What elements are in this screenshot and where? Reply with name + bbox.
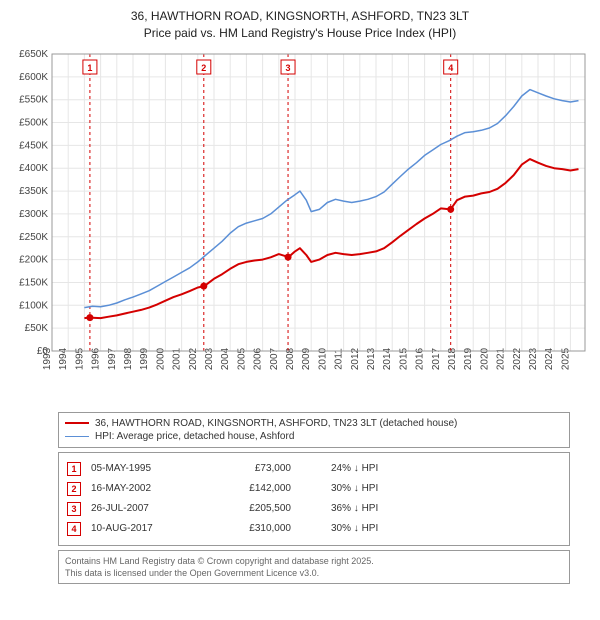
sale-date: 16-MAY-2002: [91, 483, 191, 494]
footer-line-1: Contains HM Land Registry data © Crown c…: [65, 555, 563, 567]
sale-date: 05-MAY-1995: [91, 463, 191, 474]
svg-text:£250K: £250K: [19, 231, 48, 242]
sale-marker-2: 2: [67, 482, 81, 496]
sale-diff: 30% ↓ HPI: [301, 483, 411, 494]
legend-label-hpi: HPI: Average price, detached house, Ashf…: [95, 431, 294, 442]
table-row: 3 26-JUL-2007 £205,500 36% ↓ HPI: [67, 499, 561, 519]
sale-diff: 30% ↓ HPI: [301, 523, 411, 534]
svg-text:2: 2: [201, 63, 206, 73]
svg-text:£50K: £50K: [25, 323, 49, 334]
legend-swatch-property: [65, 422, 89, 424]
svg-text:£200K: £200K: [19, 254, 48, 265]
chart-container: 36, HAWTHORN ROAD, KINGSNORTH, ASHFORD, …: [0, 0, 600, 590]
legend-item-property: 36, HAWTHORN ROAD, KINGSNORTH, ASHFORD, …: [65, 417, 563, 430]
sale-price: £73,000: [201, 463, 291, 474]
svg-text:£500K: £500K: [19, 117, 48, 128]
table-row: 1 05-MAY-1995 £73,000 24% ↓ HPI: [67, 459, 561, 479]
footer-line-2: This data is licensed under the Open Gov…: [65, 567, 563, 579]
legend-swatch-hpi: [65, 436, 89, 437]
sale-marker-1: 1: [67, 462, 81, 476]
svg-text:£100K: £100K: [19, 300, 48, 311]
title-line-2: Price paid vs. HM Land Registry's House …: [10, 25, 590, 42]
chart-svg: £0£50K£100K£150K£200K£250K£300K£350K£400…: [10, 46, 590, 406]
sale-date: 10-AUG-2017: [91, 523, 191, 534]
title-line-1: 36, HAWTHORN ROAD, KINGSNORTH, ASHFORD, …: [10, 8, 590, 25]
svg-text:£650K: £650K: [19, 49, 48, 60]
sale-diff: 24% ↓ HPI: [301, 463, 411, 474]
chart-plot: £0£50K£100K£150K£200K£250K£300K£350K£400…: [10, 46, 590, 406]
sale-marker-3: 3: [67, 502, 81, 516]
sale-marker-4: 4: [67, 522, 81, 536]
svg-text:£400K: £400K: [19, 163, 48, 174]
svg-text:4: 4: [448, 63, 453, 73]
svg-text:£550K: £550K: [19, 94, 48, 105]
legend-label-property: 36, HAWTHORN ROAD, KINGSNORTH, ASHFORD, …: [95, 418, 457, 429]
footer: Contains HM Land Registry data © Crown c…: [58, 550, 570, 584]
title-block: 36, HAWTHORN ROAD, KINGSNORTH, ASHFORD, …: [10, 8, 590, 42]
sale-price: £142,000: [201, 483, 291, 494]
sales-table: 1 05-MAY-1995 £73,000 24% ↓ HPI 2 16-MAY…: [58, 452, 570, 546]
svg-text:1: 1: [87, 63, 92, 73]
sale-date: 26-JUL-2007: [91, 503, 191, 514]
svg-text:£150K: £150K: [19, 277, 48, 288]
svg-text:£600K: £600K: [19, 71, 48, 82]
table-row: 4 10-AUG-2017 £310,000 30% ↓ HPI: [67, 519, 561, 539]
svg-text:£450K: £450K: [19, 140, 48, 151]
svg-text:£300K: £300K: [19, 209, 48, 220]
legend-item-hpi: HPI: Average price, detached house, Ashf…: [65, 430, 563, 443]
svg-text:1993: 1993: [42, 347, 53, 370]
table-row: 2 16-MAY-2002 £142,000 30% ↓ HPI: [67, 479, 561, 499]
sale-price: £310,000: [201, 523, 291, 534]
legend: 36, HAWTHORN ROAD, KINGSNORTH, ASHFORD, …: [58, 412, 570, 448]
svg-text:3: 3: [286, 63, 291, 73]
sale-diff: 36% ↓ HPI: [301, 503, 411, 514]
svg-text:£350K: £350K: [19, 186, 48, 197]
sale-price: £205,500: [201, 503, 291, 514]
